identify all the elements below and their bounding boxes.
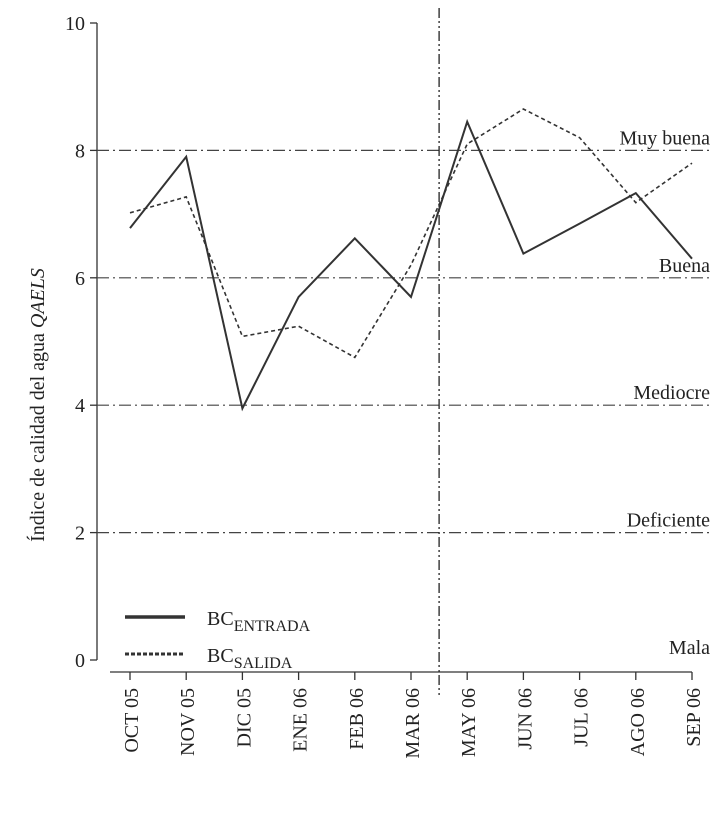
x-tick-label: NOV 05 (177, 688, 199, 756)
x-tick-label: OCT 05 (121, 688, 143, 753)
band-label: Muy buena (619, 127, 710, 149)
band-label: Buena (659, 255, 710, 277)
y-label-italic: QAELS (27, 268, 49, 328)
x-tick-label: FEB 06 (346, 688, 368, 750)
legend-subscript: ENTRADA (234, 618, 311, 635)
x-tick-label: DIC 05 (233, 688, 255, 747)
legend-entry: BCSALIDA (207, 645, 293, 672)
band-label: Deficiente (627, 510, 710, 532)
x-tick-label: JUN 06 (514, 688, 536, 750)
y-tick-label: 10 (65, 13, 85, 35)
y-axis-label: Índice de calidad del agua QAELS (26, 268, 49, 542)
y-tick-label: 2 (75, 523, 85, 545)
y-tick-label: 8 (75, 140, 85, 162)
y-tick-label: 0 (75, 650, 85, 672)
x-tick-label: JUL 06 (571, 688, 593, 747)
y-tick-label: 4 (75, 395, 85, 417)
series-line (129, 118, 693, 412)
x-tick-label: MAY 06 (458, 688, 480, 757)
legend-name: BC (207, 645, 234, 667)
band-label: Mediocre (633, 382, 710, 404)
x-tick-label: ENE 06 (290, 688, 312, 752)
band-label: Mala (669, 637, 710, 659)
x-tick-label: AGO 06 (627, 688, 649, 756)
legend-entry: BCENTRADA (207, 608, 311, 635)
x-tick-label: MAR 06 (402, 688, 424, 759)
y-label-text: Índice de calidad del agua (26, 333, 49, 542)
y-tick-label: 6 (75, 268, 85, 290)
x-tick-label: SEP 06 (683, 688, 705, 747)
legend-subscript: SALIDA (234, 655, 293, 672)
series-line (129, 108, 693, 359)
legend-name: BC (207, 608, 234, 630)
